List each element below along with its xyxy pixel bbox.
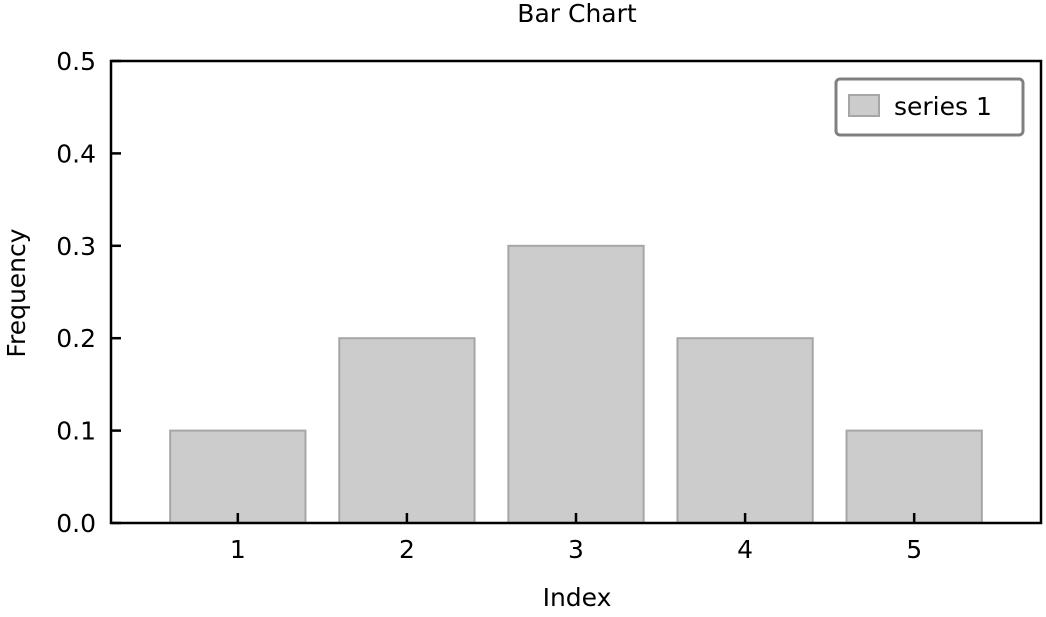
- bar-5: [845, 429, 983, 525]
- x-axis-label: Index: [543, 583, 612, 612]
- chart-title: Bar Chart: [517, 0, 637, 28]
- legend-swatch: [848, 94, 880, 117]
- y-axis-label: Frequency: [2, 228, 31, 357]
- legend-label-series-1: series 1: [894, 92, 992, 121]
- y-tick-label-0.1: 0.1: [56, 417, 96, 446]
- bar-2: [338, 337, 476, 525]
- bar-3: [507, 244, 645, 525]
- plot-frame: [109, 59, 1043, 525]
- legend: series 1: [834, 77, 1025, 137]
- x-tick-label-1: 1: [230, 535, 246, 564]
- legend-box: [834, 77, 1025, 137]
- bar-1: [169, 429, 307, 525]
- y-tick-label-0.3: 0.3: [56, 232, 96, 261]
- y-tick-label-0.5: 0.5: [56, 47, 96, 76]
- bar-4: [676, 337, 814, 525]
- y-tick-label-0.4: 0.4: [56, 139, 96, 168]
- x-tick-label-3: 3: [568, 535, 584, 564]
- x-tick-label-5: 5: [906, 535, 922, 564]
- x-tick-label-4: 4: [737, 535, 753, 564]
- y-tick-label-0.2: 0.2: [56, 324, 96, 353]
- bars-layer: [169, 244, 983, 525]
- ticks-layer: 1 2 3 4 5 0.0 0.1 0.2 0.3 0.4 0.5: [56, 47, 922, 564]
- x-tick-label-2: 2: [399, 535, 415, 564]
- y-tick-label-0.0: 0.0: [56, 509, 96, 538]
